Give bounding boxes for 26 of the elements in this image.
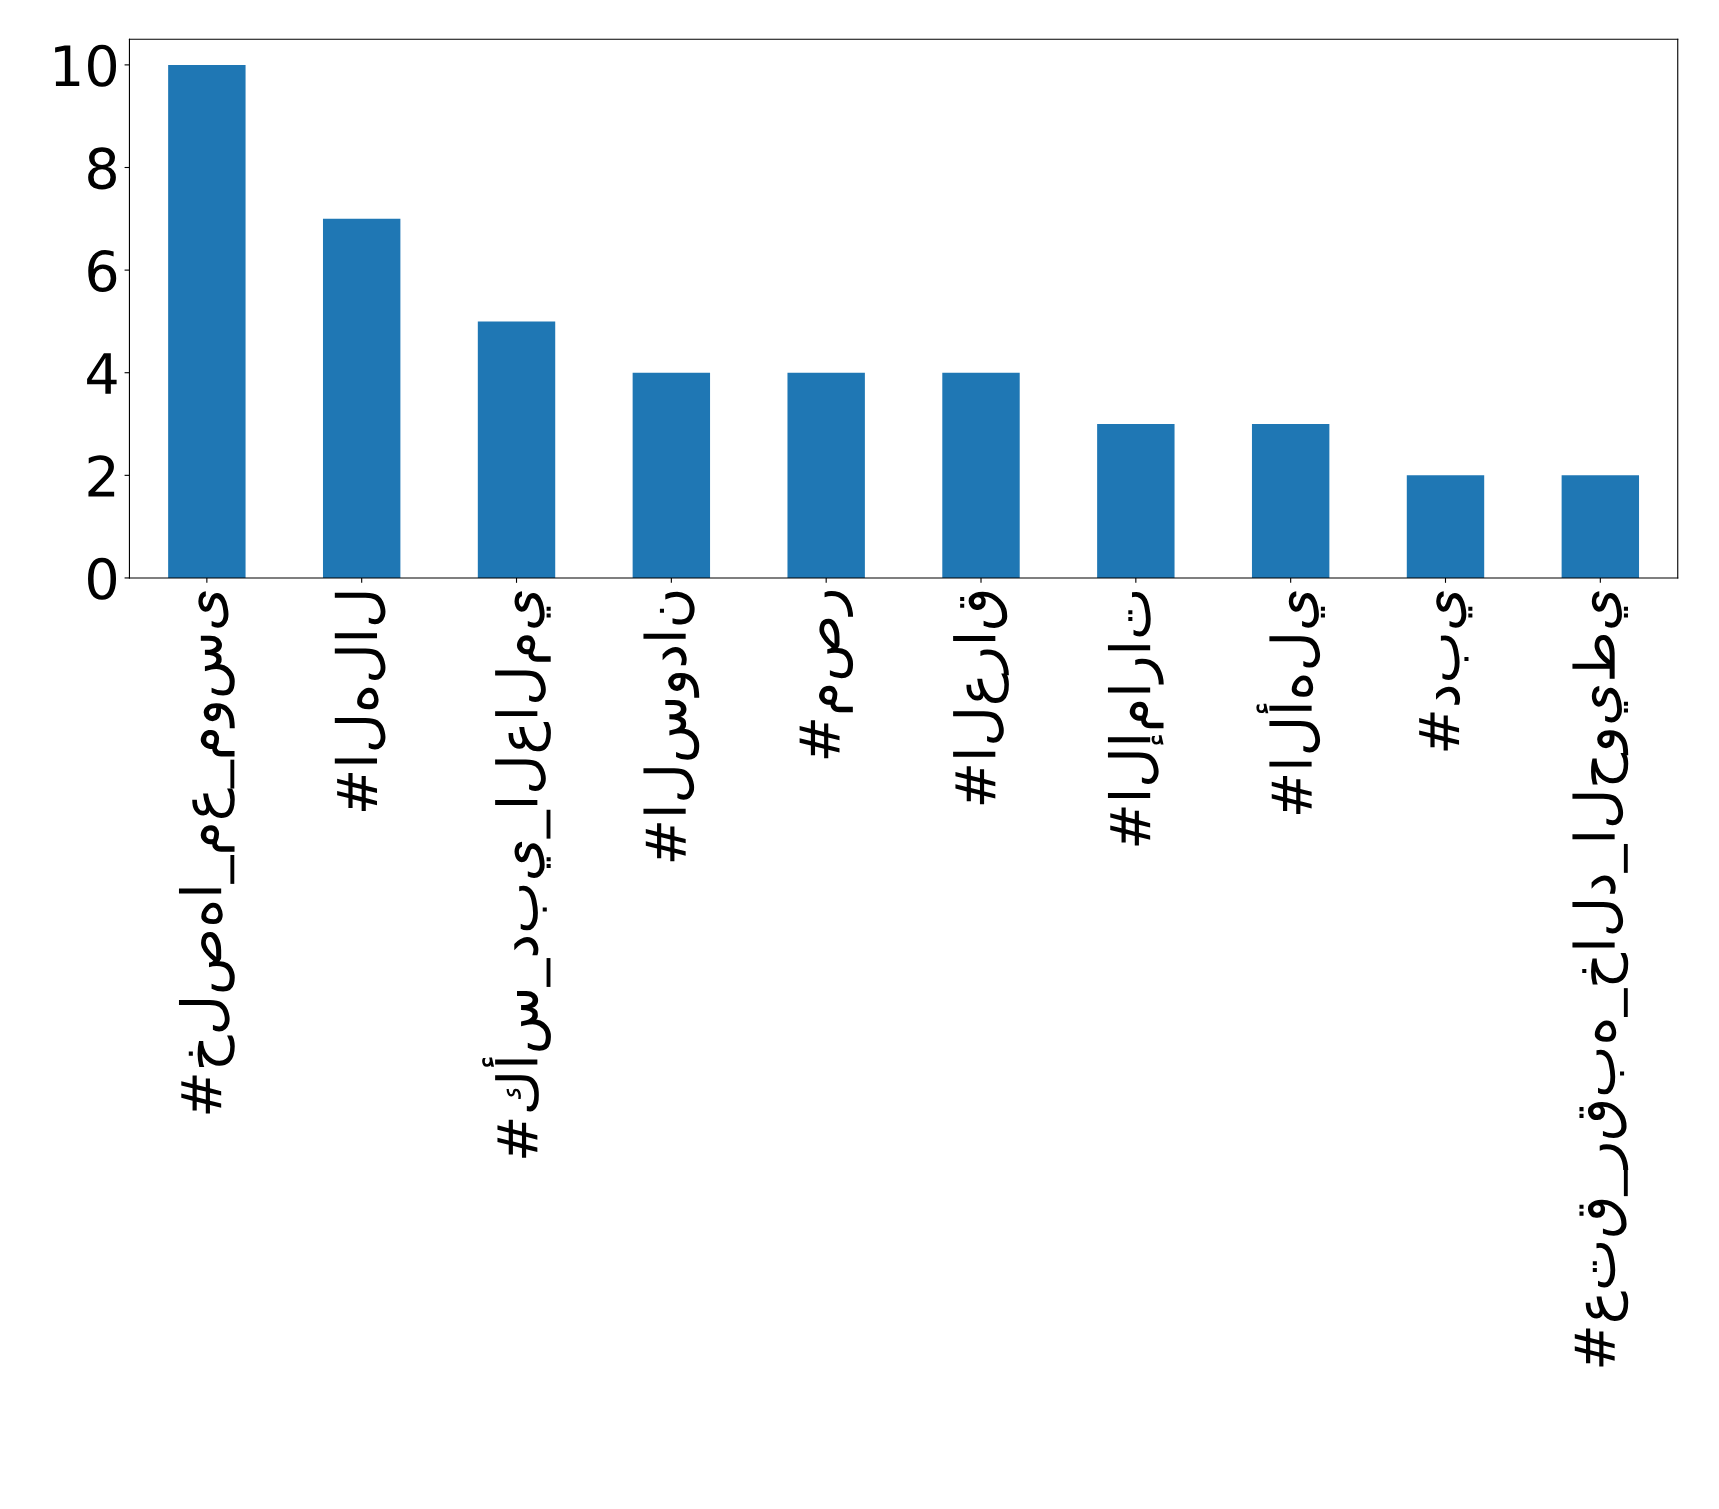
x-tick-label: #الهلال bbox=[334, 592, 386, 811]
x-tick-label: #العراق bbox=[953, 591, 1009, 805]
bar bbox=[168, 64, 246, 578]
bar bbox=[1406, 475, 1485, 578]
x-tick-label: #الإمارات bbox=[1107, 591, 1164, 846]
bar bbox=[787, 372, 865, 578]
y-tick-label: 2 bbox=[88, 455, 115, 497]
x-tick-label: #مصر bbox=[799, 591, 854, 759]
x-tick-label: #السودان bbox=[643, 591, 700, 862]
bar bbox=[322, 218, 401, 578]
y-tick-label: 4 bbox=[87, 353, 117, 394]
y-tick-label: 0 bbox=[88, 557, 117, 600]
bar bbox=[477, 321, 556, 578]
x-tick-label: #الأهلي bbox=[1256, 591, 1325, 815]
bar bbox=[1097, 424, 1175, 578]
bar bbox=[1561, 475, 1640, 578]
bar bbox=[942, 372, 1020, 578]
bar bbox=[1251, 424, 1330, 578]
y-tick-label: 10 bbox=[55, 44, 117, 87]
x-tick-label: #كأس_دبي_العالمي bbox=[482, 591, 551, 1158]
bar bbox=[632, 372, 711, 578]
y-tick-label: 8 bbox=[88, 147, 116, 190]
x-tick-label: #عتق_رقبه_خالد_الحويطي bbox=[1572, 591, 1629, 1367]
x-tick-label: #خلصها_مع_موسى bbox=[178, 591, 235, 1114]
y-tick-label: 6 bbox=[88, 249, 117, 293]
x-tick-label: #دبي bbox=[1419, 591, 1473, 751]
